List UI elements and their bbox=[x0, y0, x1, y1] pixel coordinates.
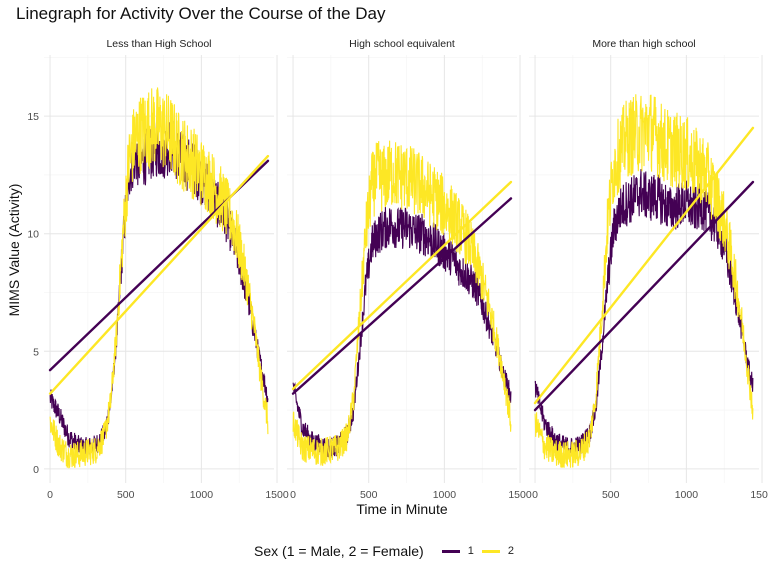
trend-line-1 bbox=[291, 197, 513, 395]
legend: Sex (1 = Male, 2 = Female) 1 2 bbox=[0, 540, 768, 562]
y-tick-label: 10 bbox=[27, 229, 39, 241]
x-tick-label: 1000 bbox=[190, 489, 214, 501]
facet-label: More than high school bbox=[592, 38, 695, 50]
trend-line-2 bbox=[291, 180, 513, 391]
x-tick-label: 0 bbox=[290, 489, 296, 501]
chart-title: Linegraph for Activity Over the Course o… bbox=[16, 4, 386, 23]
y-tick-label: 15 bbox=[27, 111, 39, 123]
x-tick-label: 0 bbox=[532, 489, 538, 501]
legend-title: Sex (1 = Male, 2 = Female) bbox=[254, 543, 424, 559]
x-tick-label: 0 bbox=[47, 489, 53, 501]
legend-item-female: 2 bbox=[481, 545, 514, 557]
series-line-2 bbox=[49, 87, 269, 469]
y-axis-label: MIMS Value (Activity) bbox=[6, 184, 22, 317]
series-line-2 bbox=[292, 140, 512, 466]
x-tick-label: 1500 bbox=[750, 489, 768, 501]
x-tick-label: 1000 bbox=[675, 489, 699, 501]
trend-line-2 bbox=[48, 154, 270, 395]
x-axis-label: Time in Minute bbox=[356, 501, 448, 517]
y-tick-label: 5 bbox=[33, 346, 39, 358]
panel-1: Less than High School 0 500 1000 1500 0 5 10 15 bbox=[27, 38, 289, 501]
x-tick-label: 1500 bbox=[508, 489, 532, 501]
y-tick-label: 0 bbox=[33, 464, 39, 476]
legend-swatch-1 bbox=[441, 549, 460, 553]
x-tick-label: 500 bbox=[117, 489, 135, 501]
legend-item-male: 1 bbox=[441, 545, 474, 557]
legend-label-2: 2 bbox=[507, 545, 514, 557]
legend-label-1: 1 bbox=[467, 545, 474, 557]
legend-swatch-2 bbox=[481, 549, 500, 553]
series-line-2 bbox=[534, 94, 754, 468]
x-tick-label: 1000 bbox=[433, 489, 457, 501]
panel-3: More than high school 0 500 1000 1500 bbox=[529, 38, 768, 501]
x-tick-label: 500 bbox=[360, 489, 378, 501]
trend-line-1 bbox=[533, 180, 755, 412]
x-tick-label: 1500 bbox=[265, 489, 289, 501]
x-tick-label: 500 bbox=[602, 489, 620, 501]
series-line-1 bbox=[49, 119, 269, 459]
trend-line-2 bbox=[533, 126, 755, 405]
facet-label: High school equivalent bbox=[349, 38, 455, 50]
facet-label: Less than High School bbox=[106, 38, 211, 50]
panel-2: High school equivalent 0 500 1000 1500 bbox=[287, 38, 532, 501]
